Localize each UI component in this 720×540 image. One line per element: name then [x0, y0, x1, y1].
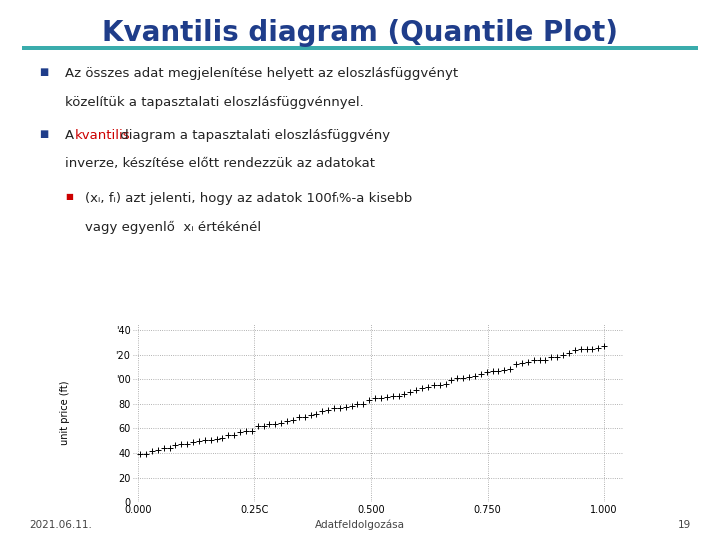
Text: inverze, készítése előtt rendezzük az adatokat: inverze, készítése előtt rendezzük az ad…	[65, 157, 375, 170]
Text: diagram a tapasztalati eloszlásfüggvény: diagram a tapasztalati eloszlásfüggvény	[116, 129, 390, 142]
Text: vagy egyenlő  xᵢ értékénél: vagy egyenlő xᵢ értékénél	[85, 220, 261, 234]
Text: Az összes adat megjelenítése helyett az eloszlásfüggvényt: Az összes adat megjelenítése helyett az …	[65, 68, 458, 80]
Text: ■: ■	[40, 129, 49, 139]
Text: kvantilis: kvantilis	[75, 129, 130, 142]
Text: ■: ■	[40, 68, 49, 78]
Text: Kvantilis diagram (Quantile Plot): Kvantilis diagram (Quantile Plot)	[102, 19, 618, 47]
Text: (xᵢ, fᵢ) azt jelenti, hogy az adatok 100fᵢ%-a kisebb: (xᵢ, fᵢ) azt jelenti, hogy az adatok 100…	[85, 192, 413, 205]
Text: 2021.06.11.: 2021.06.11.	[29, 520, 91, 530]
Text: ■: ■	[65, 192, 73, 201]
Text: A: A	[65, 129, 78, 142]
Y-axis label: unit price (ft): unit price (ft)	[60, 381, 70, 446]
Text: 19: 19	[678, 520, 691, 530]
Text: közelítük a tapasztalati eloszlásfüggvénnyel.: közelítük a tapasztalati eloszlásfüggvén…	[65, 96, 364, 109]
Text: Adatfeldolgozása: Adatfeldolgozása	[315, 520, 405, 530]
